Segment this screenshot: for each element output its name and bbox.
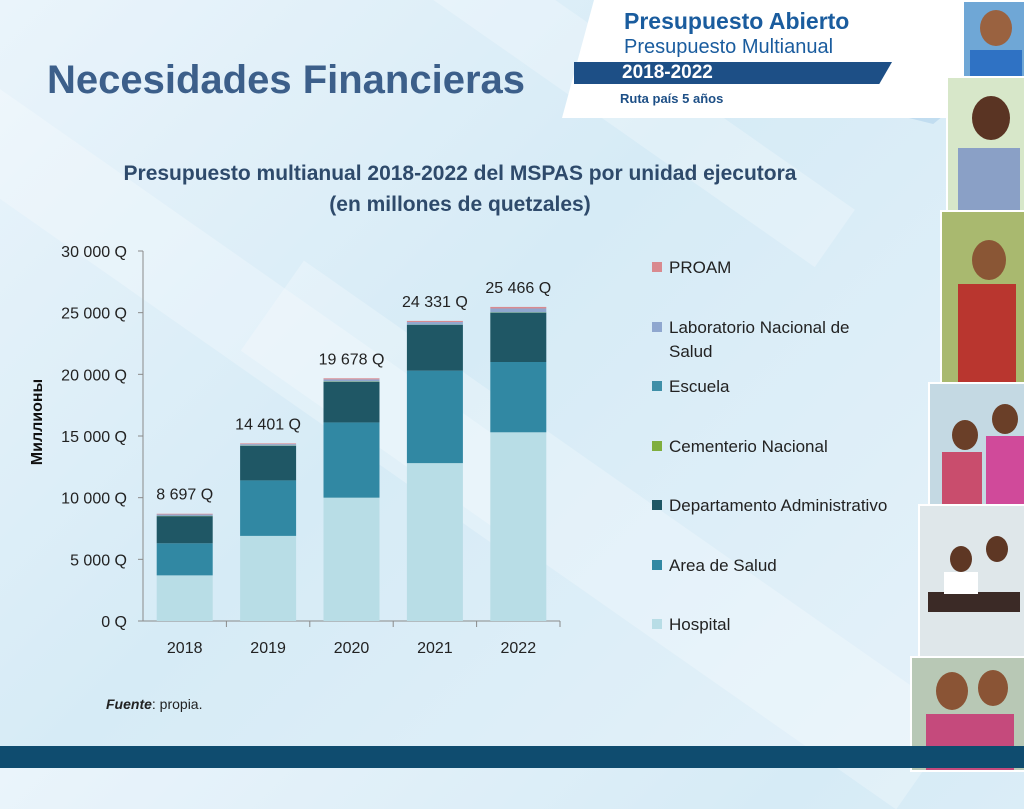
legend-swatch xyxy=(652,560,662,570)
bar-segment xyxy=(240,536,296,621)
legend-swatch xyxy=(652,322,662,332)
bar-segment xyxy=(324,378,380,379)
total-data-label: 14 401 Q xyxy=(235,416,301,433)
legend-label: Area de Salud xyxy=(669,554,889,578)
bar-segment xyxy=(240,444,296,445)
bar-segment xyxy=(240,480,296,536)
bar-segment xyxy=(490,307,546,309)
bar-segment xyxy=(324,382,380,423)
bar-segment xyxy=(407,371,463,464)
y-tick-label: 30 000 Q xyxy=(61,244,127,261)
legend-swatch xyxy=(652,500,662,510)
x-tick-label: 2018 xyxy=(167,640,203,657)
y-tick-label: 15 000 Q xyxy=(61,429,127,446)
legend-swatch xyxy=(652,619,662,629)
legend-swatch xyxy=(652,262,662,272)
bar-segment xyxy=(324,379,380,381)
legend-label: PROAM xyxy=(669,256,889,280)
footer-bar xyxy=(0,746,1024,768)
x-tick-label: 2022 xyxy=(501,640,537,657)
bar-segment xyxy=(407,322,463,324)
x-tick-label: 2021 xyxy=(417,640,453,657)
bar-segment xyxy=(490,313,546,362)
source-label: Fuente xyxy=(106,696,152,712)
total-data-label: 24 331 Q xyxy=(402,294,468,311)
x-tick-label: 2019 xyxy=(250,640,286,657)
legend-label: Escuela xyxy=(669,375,889,399)
y-tick-label: 0 Q xyxy=(101,614,127,631)
legend-swatch xyxy=(652,441,662,451)
bar-segment xyxy=(157,514,213,515)
bar-segment xyxy=(490,362,546,432)
y-tick-label: 20 000 Q xyxy=(61,367,127,384)
legend-swatch xyxy=(652,381,662,391)
bar-segment xyxy=(490,308,546,312)
bar-segment xyxy=(407,321,463,322)
bar-segment xyxy=(324,498,380,621)
y-axis-label: Миллионы xyxy=(29,379,46,465)
source-note: Fuente: propia. xyxy=(106,696,202,712)
bar-segment xyxy=(157,543,213,575)
y-tick-label: 25 000 Q xyxy=(61,306,127,323)
bar-segment xyxy=(157,575,213,621)
bar-segment xyxy=(490,432,546,621)
bar-segment xyxy=(240,443,296,444)
legend-label: Cementerio Nacional xyxy=(669,435,889,459)
legend-label: Departamento Administrativo xyxy=(669,494,889,518)
bar-segment xyxy=(407,463,463,621)
total-data-label: 25 466 Q xyxy=(485,280,551,297)
bar-segment xyxy=(157,516,213,543)
legend-label: Laboratorio Nacional de Salud xyxy=(669,316,889,364)
bar-segment xyxy=(324,422,380,497)
source-text: : propia. xyxy=(152,696,203,712)
y-tick-label: 10 000 Q xyxy=(61,491,127,508)
x-tick-label: 2020 xyxy=(334,640,370,657)
y-tick-label: 5 000 Q xyxy=(70,552,127,569)
bar-segment xyxy=(240,446,296,481)
bar-segment xyxy=(157,514,213,515)
bar-segment xyxy=(407,325,463,371)
total-data-label: 19 678 Q xyxy=(319,351,385,368)
total-data-label: 8 697 Q xyxy=(156,487,213,504)
legend-label: Hospital xyxy=(669,613,889,637)
